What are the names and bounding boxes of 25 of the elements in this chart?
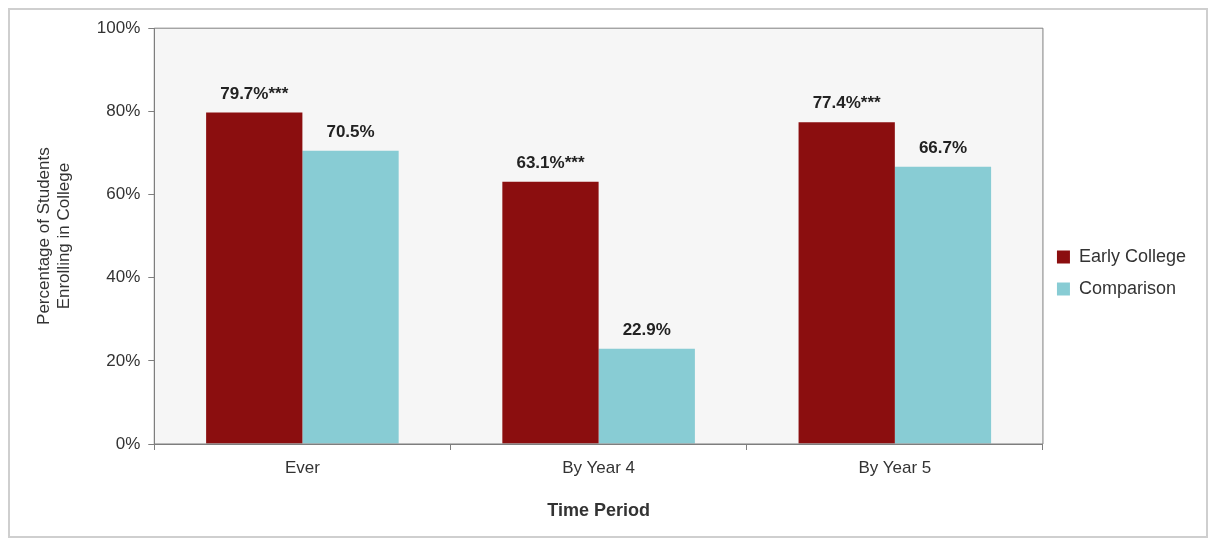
legend-label: Comparison: [1078, 277, 1176, 298]
legend-label: Early College: [1078, 245, 1187, 266]
x-axis-title: Time Period: [547, 500, 650, 521]
bar: [206, 112, 303, 444]
y-tick-label: 100%: [96, 17, 141, 37]
bar: [598, 348, 695, 444]
data-label: 63.1%***: [516, 152, 585, 172]
bar: [894, 166, 992, 444]
data-label: 77.4%***: [812, 93, 882, 113]
data-label: 79.7%***: [220, 83, 289, 103]
data-label: 22.9%: [622, 319, 671, 339]
y-tick-label: 0%: [115, 433, 141, 453]
y-axis-title: Percentage of Students Enrolling in College: [33, 147, 74, 325]
data-label: 70.5%: [326, 122, 375, 142]
x-tick-label: By Year 5: [858, 457, 932, 477]
data-label: 66.7%: [918, 137, 968, 157]
bar: [302, 150, 399, 444]
x-tick-label: Ever: [284, 457, 321, 477]
y-tick-label: 20%: [106, 350, 141, 370]
y-tick-label: 60%: [106, 184, 141, 204]
bar: [798, 122, 895, 444]
y-tick-label: 40%: [106, 267, 141, 287]
bar: [502, 181, 599, 444]
x-tick-label: By Year 4: [562, 457, 636, 477]
y-tick-label: 80%: [106, 101, 141, 121]
